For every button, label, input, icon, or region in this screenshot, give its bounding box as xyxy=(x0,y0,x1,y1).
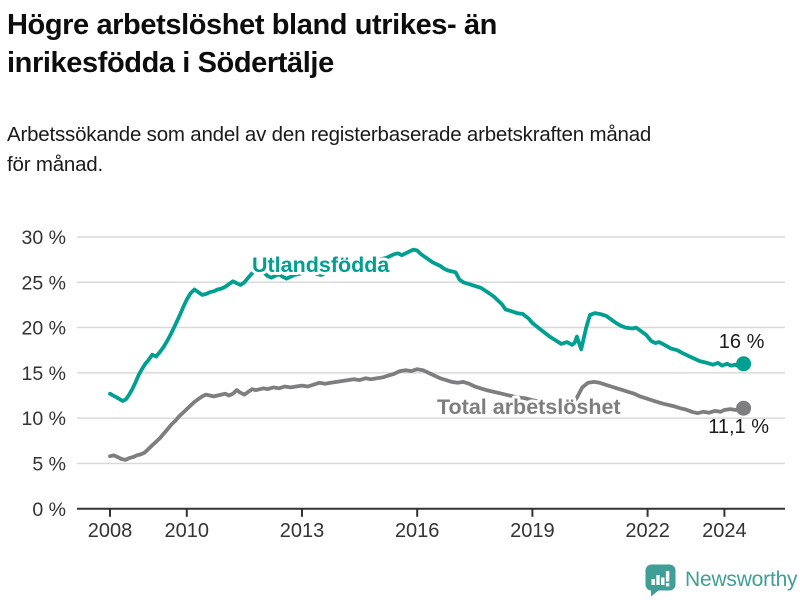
chart-subtitle-line-1: Arbetssökande som andel av den registerb… xyxy=(7,123,652,146)
x-axis-label: 2010 xyxy=(165,520,210,542)
series-line-utlandsfodda xyxy=(108,247,746,403)
y-axis-label: 15 % xyxy=(22,363,66,385)
y-axis-label: 0 % xyxy=(32,499,66,521)
page-title-line-1: Högre arbetslöshet bland utrikes- än xyxy=(7,9,497,41)
x-axis-label: 2024 xyxy=(702,520,747,542)
y-axis-label: 5 % xyxy=(32,453,66,475)
series-line-total xyxy=(108,367,746,462)
end-dot-total xyxy=(736,400,752,416)
newsworthy-branding: Newsworthy xyxy=(644,564,798,597)
end-value-label-utlandsfodda: 16 % xyxy=(719,331,765,353)
newsworthy-brand-name: Newsworthy xyxy=(685,568,798,591)
chart-subtitle-line-2: för månad. xyxy=(7,153,103,176)
newsworthy-logo-icon xyxy=(645,564,676,597)
series-label-utlandsfodda: Utlandsfödda xyxy=(252,253,390,277)
x-axis-label: 2013 xyxy=(280,520,325,542)
x-axis-label: 2019 xyxy=(510,520,555,542)
chart-canvas: 0 % 5 % 10 % 15 % 20 % 25 % 30 % 2008 2010 2013 20… xyxy=(22,227,785,542)
x-axis-label: 2016 xyxy=(395,520,440,542)
page-title-line-2: inrikesfödda i Södertälje xyxy=(7,47,334,79)
line-chart: 0 % 5 % 10 % 15 % 20 % 25 % 30 % 2008 2010 2013 20… xyxy=(0,210,800,555)
y-axis-label: 20 % xyxy=(22,318,66,340)
chart-subtitle: Arbetssökande som andel av den registerb… xyxy=(7,120,787,180)
end-value-label-total: 11,1 % xyxy=(708,416,769,438)
y-axis-label: 25 % xyxy=(22,272,66,294)
series-label-total: Total arbetslöshet xyxy=(437,395,621,419)
y-axis-label: 10 % xyxy=(22,408,66,430)
x-axis-label: 2022 xyxy=(625,520,670,542)
y-axis-label: 30 % xyxy=(22,227,66,249)
end-dot-utlandsfodda xyxy=(736,356,752,372)
x-axis-label: 2008 xyxy=(88,520,133,542)
page-title: Högre arbetslöshet bland utrikes- än inr… xyxy=(7,6,747,82)
